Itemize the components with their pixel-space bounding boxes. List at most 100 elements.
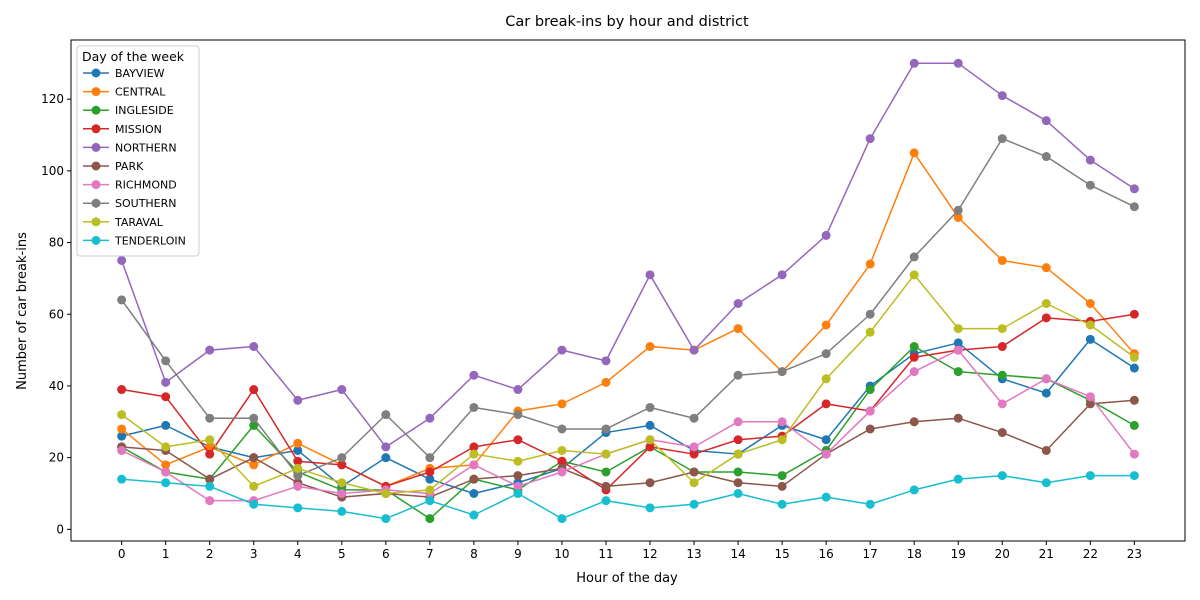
legend-item-taraval: TARAVAL bbox=[83, 216, 164, 229]
data-point-ingleside bbox=[865, 385, 875, 395]
series-line-taraval bbox=[121, 274, 1135, 495]
x-tick-label: 11 bbox=[598, 547, 613, 561]
data-point-taraval bbox=[777, 435, 787, 445]
data-point-bayview bbox=[953, 338, 963, 348]
legend-item-southern: SOUTHERN bbox=[83, 197, 177, 210]
data-point-northern bbox=[821, 230, 831, 240]
data-point-richmond bbox=[777, 417, 787, 427]
data-point-northern bbox=[293, 395, 303, 405]
data-point-northern bbox=[953, 58, 963, 68]
legend-title: Day of the week bbox=[82, 49, 185, 64]
x-tick-label: 20 bbox=[995, 547, 1010, 561]
data-point-southern bbox=[205, 413, 215, 423]
data-point-richmond bbox=[953, 345, 963, 355]
data-point-richmond bbox=[821, 449, 831, 459]
data-point-taraval bbox=[645, 435, 655, 445]
y-tick-label: 20 bbox=[49, 451, 64, 465]
legend-marker-park bbox=[91, 161, 101, 171]
data-point-park bbox=[469, 474, 479, 484]
x-tick-label: 1 bbox=[162, 547, 170, 561]
data-point-tenderloin bbox=[997, 471, 1007, 481]
data-point-richmond bbox=[469, 460, 479, 470]
data-point-tenderloin bbox=[1041, 478, 1051, 488]
data-point-bayview bbox=[1129, 363, 1139, 373]
data-point-richmond bbox=[1085, 392, 1095, 402]
data-point-northern bbox=[1041, 116, 1051, 126]
data-point-tenderloin bbox=[821, 492, 831, 502]
data-point-tenderloin bbox=[865, 499, 875, 509]
data-point-tenderloin bbox=[249, 499, 259, 509]
data-point-richmond bbox=[557, 467, 567, 477]
data-point-central bbox=[293, 438, 303, 448]
data-point-taraval bbox=[381, 488, 391, 498]
data-point-tenderloin bbox=[161, 478, 171, 488]
x-tick-label: 22 bbox=[1083, 547, 1098, 561]
data-point-richmond bbox=[161, 467, 171, 477]
data-point-park bbox=[1129, 395, 1139, 405]
data-point-central bbox=[249, 460, 259, 470]
data-point-park bbox=[513, 471, 523, 481]
plot-marks bbox=[117, 58, 1139, 524]
y-tick-label: 80 bbox=[49, 236, 64, 250]
data-point-southern bbox=[117, 295, 127, 305]
data-point-northern bbox=[161, 377, 171, 387]
legend-marker-bayview bbox=[91, 68, 101, 78]
y-tick-label: 40 bbox=[49, 379, 64, 393]
x-tick-label: 8 bbox=[470, 547, 478, 561]
legend-label-ingleside: INGLESIDE bbox=[115, 104, 174, 117]
legend-marker-ingleside bbox=[91, 105, 101, 115]
data-point-northern bbox=[381, 442, 391, 452]
legend-item-northern: NORTHERN bbox=[83, 141, 177, 154]
data-point-tenderloin bbox=[513, 488, 523, 498]
data-point-taraval bbox=[1085, 320, 1095, 330]
data-point-richmond bbox=[337, 488, 347, 498]
series-line-ingleside bbox=[121, 345, 1135, 520]
data-point-park bbox=[249, 453, 259, 463]
data-point-southern bbox=[337, 453, 347, 463]
data-point-tenderloin bbox=[689, 499, 699, 509]
data-point-mission bbox=[997, 342, 1007, 352]
x-tick-label: 16 bbox=[819, 547, 834, 561]
data-point-bayview bbox=[381, 453, 391, 463]
data-point-central bbox=[733, 324, 743, 334]
data-point-central bbox=[161, 460, 171, 470]
data-point-southern bbox=[557, 424, 567, 434]
data-point-mission bbox=[645, 442, 655, 452]
data-point-richmond bbox=[733, 417, 743, 427]
series-line-park bbox=[121, 399, 1135, 498]
x-tick-label: 5 bbox=[338, 547, 346, 561]
series-richmond bbox=[117, 345, 1139, 506]
series-line-northern bbox=[120, 62, 1135, 448]
legend-label-bayview: BAYVIEW bbox=[115, 67, 165, 80]
data-point-northern bbox=[469, 370, 479, 380]
series-southern bbox=[117, 134, 1139, 481]
x-tick-label: 4 bbox=[294, 547, 302, 561]
data-point-southern bbox=[425, 453, 435, 463]
data-point-taraval bbox=[1129, 352, 1139, 362]
data-point-taraval bbox=[1041, 298, 1051, 308]
data-point-park bbox=[777, 481, 787, 491]
data-point-taraval bbox=[337, 478, 347, 488]
data-point-tenderloin bbox=[645, 503, 655, 513]
data-point-taraval bbox=[909, 270, 919, 280]
data-point-southern bbox=[821, 349, 831, 359]
legend-label-taraval: TARAVAL bbox=[114, 216, 164, 229]
data-point-bayview bbox=[821, 435, 831, 445]
data-point-southern bbox=[865, 309, 875, 319]
data-point-northern bbox=[997, 91, 1007, 101]
data-point-richmond bbox=[865, 406, 875, 416]
legend-label-southern: SOUTHERN bbox=[115, 197, 177, 210]
data-point-central bbox=[117, 424, 127, 434]
data-point-southern bbox=[953, 205, 963, 215]
legend-marker-taraval bbox=[91, 217, 101, 227]
data-point-taraval bbox=[205, 435, 215, 445]
x-tick-label: 3 bbox=[250, 547, 258, 561]
data-point-ingleside bbox=[909, 342, 919, 352]
data-point-tenderloin bbox=[425, 496, 435, 506]
data-point-southern bbox=[689, 413, 699, 423]
data-point-richmond bbox=[1041, 374, 1051, 384]
data-point-taraval bbox=[425, 485, 435, 495]
legend-item-tenderloin: TENDERLOIN bbox=[83, 234, 186, 247]
legend-label-park: PARK bbox=[115, 160, 144, 173]
